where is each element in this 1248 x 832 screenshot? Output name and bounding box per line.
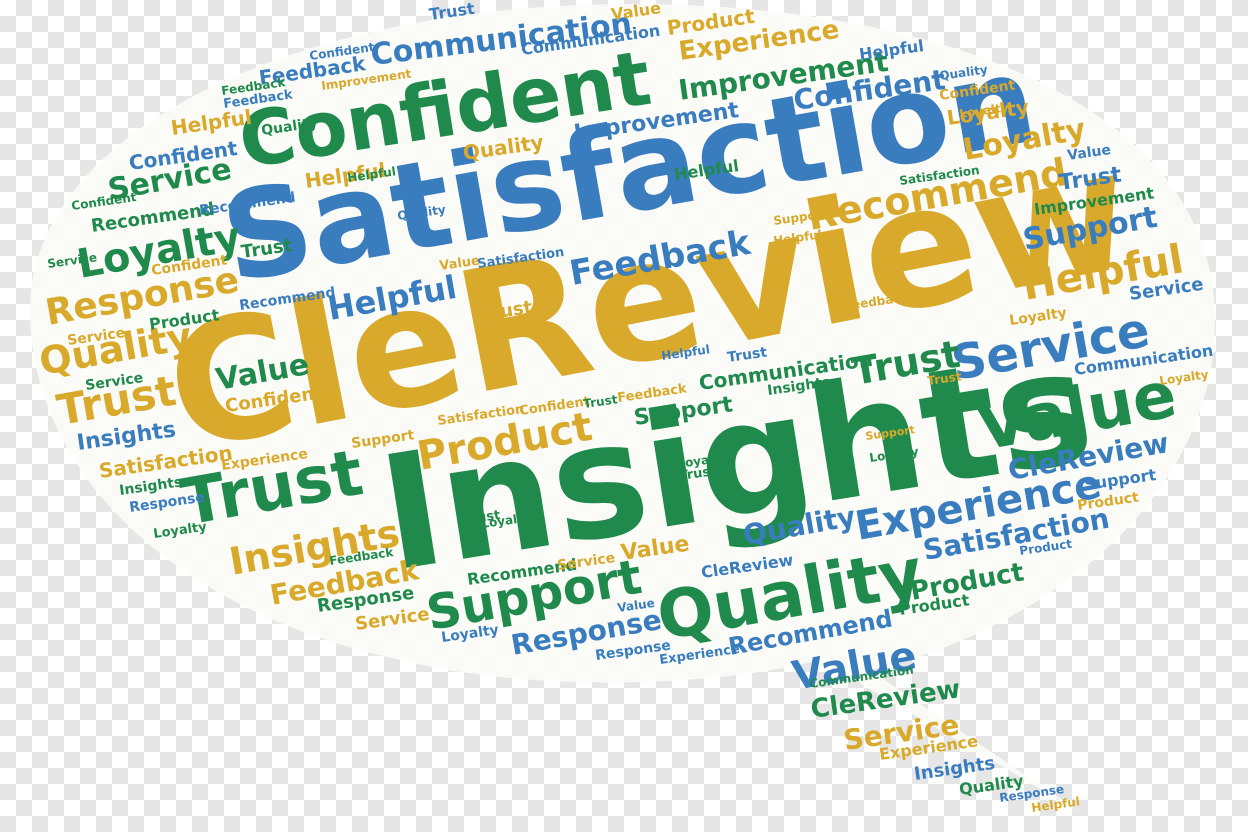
- cloud-word: Loyalty: [152, 520, 208, 542]
- cloud-word: Helpful: [346, 164, 396, 185]
- cloud-word: Helpful: [1030, 794, 1080, 815]
- cloud-word: Trust: [582, 392, 618, 411]
- cloud-word: Quality: [938, 62, 988, 83]
- cloud-word: Value: [616, 596, 655, 615]
- cloud-word: Loyalty: [480, 510, 531, 531]
- cloud-word: Helpful: [772, 227, 822, 248]
- cloud-word: Trust: [428, 0, 476, 24]
- cloud-word: Quality: [260, 115, 318, 139]
- cloud-word: Loyalty: [1158, 367, 1209, 388]
- cloud-word: Loyalty: [676, 450, 727, 471]
- cloud-word: Loyalty: [1008, 305, 1067, 329]
- cloud-word: Trust: [462, 508, 501, 528]
- cloud-word: Quality: [396, 202, 446, 223]
- cloud-word: Trust: [726, 345, 768, 366]
- cloud-word: Loyalty: [440, 622, 499, 646]
- cloud-word: Loyalty: [868, 444, 919, 465]
- cloud-word: Service: [46, 250, 97, 271]
- cloud-word: Value: [1066, 142, 1112, 164]
- cloud-word: Loyalty: [958, 100, 1009, 121]
- cloud-word: Value: [610, 0, 662, 24]
- cloud-word: Trust: [678, 464, 717, 484]
- cloud-word: Helpful: [660, 342, 710, 363]
- cloud-word: Value: [438, 253, 481, 274]
- cloud-word: Trust: [926, 369, 962, 388]
- speech-bubble-shape: [30, 4, 1215, 812]
